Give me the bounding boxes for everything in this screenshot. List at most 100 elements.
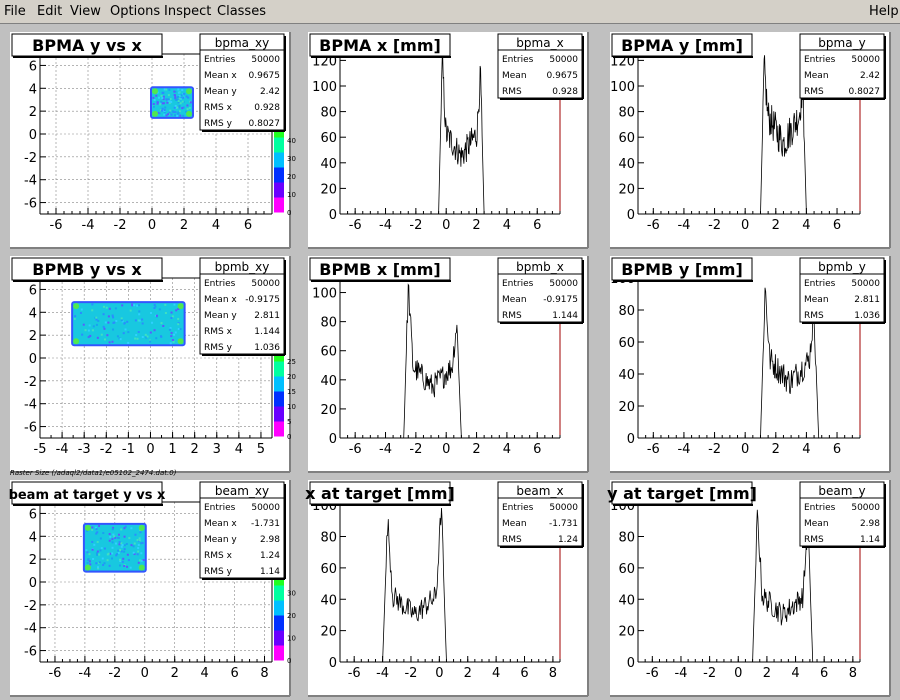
- heatmap-cell: [117, 551, 120, 554]
- x-tick-label: 0: [442, 218, 450, 233]
- heatmap-cell: [167, 98, 170, 101]
- heatmap-cell: [169, 342, 172, 345]
- chart-title: BPMA x [mm]: [319, 36, 441, 55]
- stats-value: 50000: [549, 503, 578, 513]
- menu-file[interactable]: File: [4, 4, 26, 19]
- y-tick-label: 6: [29, 507, 37, 522]
- heatmap-cell: [103, 547, 106, 550]
- menu-options[interactable]: Options: [110, 4, 160, 19]
- menu-help[interactable]: Help: [869, 4, 899, 19]
- menu-inspect[interactable]: Inspect: [164, 4, 211, 19]
- heatmap-cell: [119, 338, 122, 341]
- heatmap-cell: [102, 563, 105, 566]
- heatmap-cell: [136, 553, 139, 556]
- heatmap-cell: [121, 543, 124, 546]
- heatmap-cell: [117, 533, 120, 536]
- heatmap-cell: [178, 97, 181, 100]
- y-tick-label: -4: [24, 174, 37, 189]
- heatmap-cell: [164, 312, 167, 315]
- heatmap-cell: [107, 315, 110, 318]
- heatmap-cell: [166, 98, 169, 101]
- heatmap-cell: [141, 322, 144, 325]
- heatmap-cell: [97, 319, 100, 322]
- heatmap-cell: [122, 332, 125, 335]
- heatmap-cell: [101, 557, 104, 560]
- menu-classes[interactable]: Classes: [217, 4, 266, 19]
- stats-label: RMS: [804, 535, 824, 545]
- heatmap-cell: [86, 529, 89, 532]
- heatmap-cell: [178, 104, 181, 107]
- heatmap-cell: [97, 566, 100, 569]
- menu-edit[interactable]: Edit: [37, 4, 62, 19]
- y-tick-label: 60: [618, 336, 635, 351]
- palette-band: [274, 406, 284, 422]
- x-tick-label: -2: [703, 666, 716, 681]
- heatmap-cell: [162, 91, 165, 94]
- heatmap-cell: [189, 101, 192, 104]
- heatmap-cell: [174, 90, 177, 93]
- y-tick-label: 80: [618, 531, 635, 546]
- x-tick-label: 0: [435, 666, 443, 681]
- x-tick-label: 6: [230, 666, 238, 681]
- chart-title: BPMB y vs x: [32, 260, 142, 279]
- stats-value: 50000: [549, 279, 578, 289]
- stats-name: beam_x: [516, 484, 563, 498]
- heatmap-cell: [120, 542, 123, 545]
- heatmap-cell: [126, 553, 129, 556]
- heatmap-cell: [103, 327, 106, 330]
- heatmap-hotspot: [73, 303, 80, 310]
- x-tick-label: 6: [244, 218, 252, 233]
- heatmap-cell: [141, 541, 144, 544]
- heatmap-cell: [177, 323, 180, 326]
- heatmap-cell: [102, 325, 105, 328]
- y-tick-label: 6: [29, 59, 37, 74]
- heatmap-cell: [104, 321, 107, 324]
- y-tick-label: 80: [618, 106, 635, 121]
- stats-label: RMS x: [204, 551, 233, 561]
- heatmap-cell: [117, 549, 120, 552]
- y-tick-label: 20: [320, 403, 337, 418]
- x-tick-label: 2: [772, 218, 780, 233]
- palette-tick-label: 0: [287, 209, 291, 217]
- stats-label: RMS x: [204, 103, 233, 113]
- menu-edit-label: Edit: [37, 4, 63, 19]
- palette-band: [274, 137, 284, 153]
- heatmap-cell: [142, 558, 145, 561]
- x-tick-label: 4: [201, 666, 209, 681]
- heatmap-cell: [162, 95, 165, 98]
- palette-tick-label: 5: [287, 418, 291, 426]
- stats-label: Entries: [804, 503, 836, 513]
- heatmap-cell: [171, 315, 174, 318]
- heatmap-cell: [121, 560, 124, 563]
- heatmap-cell: [109, 535, 112, 538]
- heatmap-cell: [177, 96, 180, 99]
- heatmap-cell: [91, 309, 94, 312]
- heatmap-cell: [139, 559, 142, 562]
- palette-band: [274, 600, 284, 616]
- heatmap-cell: [188, 106, 191, 109]
- heatmap-cell: [149, 340, 152, 343]
- x-tick-label: 1: [168, 442, 176, 457]
- stats-name: beam_y: [818, 484, 865, 498]
- x-tick-label: -4: [379, 218, 392, 233]
- palette-band: [274, 391, 284, 407]
- menu-view[interactable]: View: [70, 4, 101, 19]
- heatmap-cell: [107, 321, 110, 324]
- heatmap-cell: [156, 102, 159, 105]
- y-tick-label: 40: [618, 157, 635, 172]
- heatmap-cell: [119, 560, 122, 563]
- stats-label: RMS: [502, 87, 522, 97]
- stats-value: 1.036: [854, 311, 880, 321]
- heatmap-cell: [178, 95, 181, 98]
- heatmap-cell: [163, 111, 166, 114]
- stats-value: 1.14: [860, 535, 880, 545]
- heatmap-cell: [172, 340, 175, 343]
- stats-label: Entries: [502, 503, 534, 513]
- heatmap-cell: [170, 311, 173, 314]
- stats-label: Mean x: [204, 71, 237, 81]
- heatmap-cell: [151, 321, 154, 324]
- heatmap-cell: [79, 311, 82, 314]
- y-tick-label: 80: [320, 316, 337, 331]
- x-tick-label: 0: [734, 666, 742, 681]
